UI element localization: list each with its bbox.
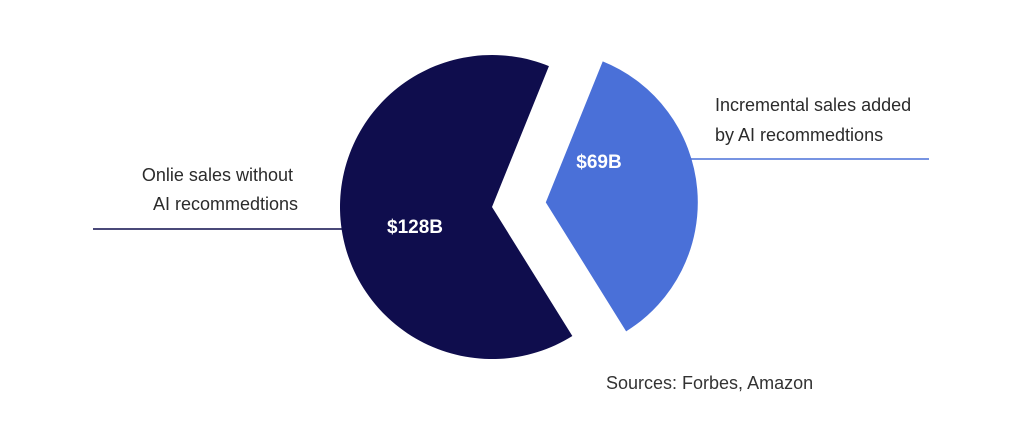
category-label-incremental: Incremental sales added by AI recommedti… (715, 95, 916, 145)
pie-slice-without-ai (340, 54, 573, 359)
value-label-without-ai: $128B (387, 217, 443, 238)
value-label-incremental: $69B (576, 152, 621, 173)
source-note: Sources: Forbes, Amazon (606, 373, 813, 393)
category-label-without-ai: Onlie sales without AI recommedtions (142, 165, 298, 214)
pie-slice-incremental (545, 61, 698, 332)
